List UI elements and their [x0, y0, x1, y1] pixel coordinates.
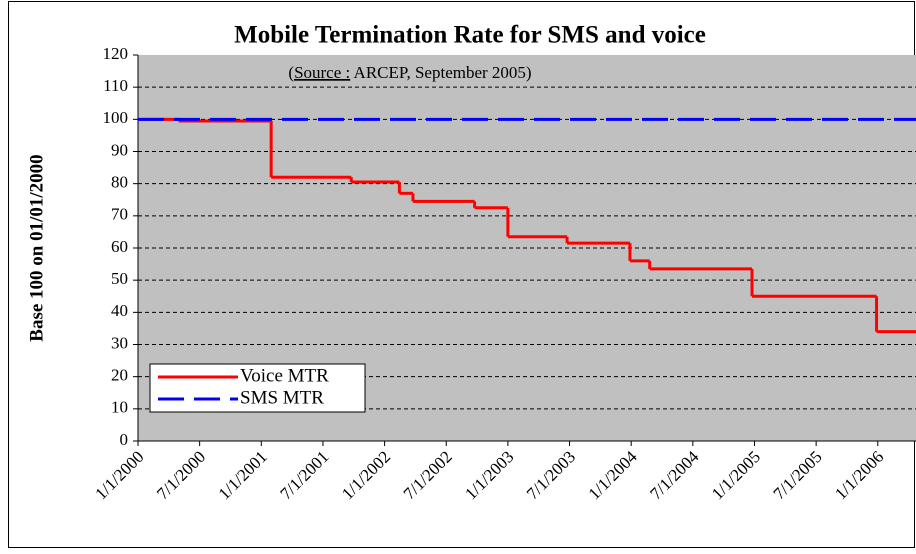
legend-box [149, 363, 366, 413]
y-tick-label: 50 [111, 269, 128, 288]
legend-label: Voice MTR [240, 365, 329, 386]
legend-label: SMS MTR [240, 387, 324, 408]
subtitle-part: Source : [294, 63, 350, 82]
y-tick-label: 30 [111, 333, 128, 352]
y-tick-label: 90 [111, 140, 128, 159]
chart-title: Mobile Termination Rate for SMS and voic… [234, 22, 706, 49]
y-tick-label: 0 [120, 430, 129, 449]
y-tick-label: 70 [111, 205, 128, 224]
y-tick-label: 120 [103, 44, 129, 63]
y-tick-label: 80 [111, 173, 128, 192]
y-tick-label: 60 [111, 237, 128, 256]
y-tick-label: 110 [103, 76, 128, 95]
y-tick-label: 20 [111, 366, 128, 385]
y-tick-label: 40 [111, 301, 128, 320]
subtitle-part: ARCEP, September 2005) [350, 63, 531, 82]
chart-subtitle: (Source : ARCEP, September 2005) [288, 63, 531, 82]
subtitle-part: ( [288, 63, 294, 82]
y-tick-label: 100 [103, 108, 129, 127]
y-axis-label: Base 100 on 01/01/2000 [26, 154, 47, 341]
y-tick-label: 10 [111, 398, 128, 417]
